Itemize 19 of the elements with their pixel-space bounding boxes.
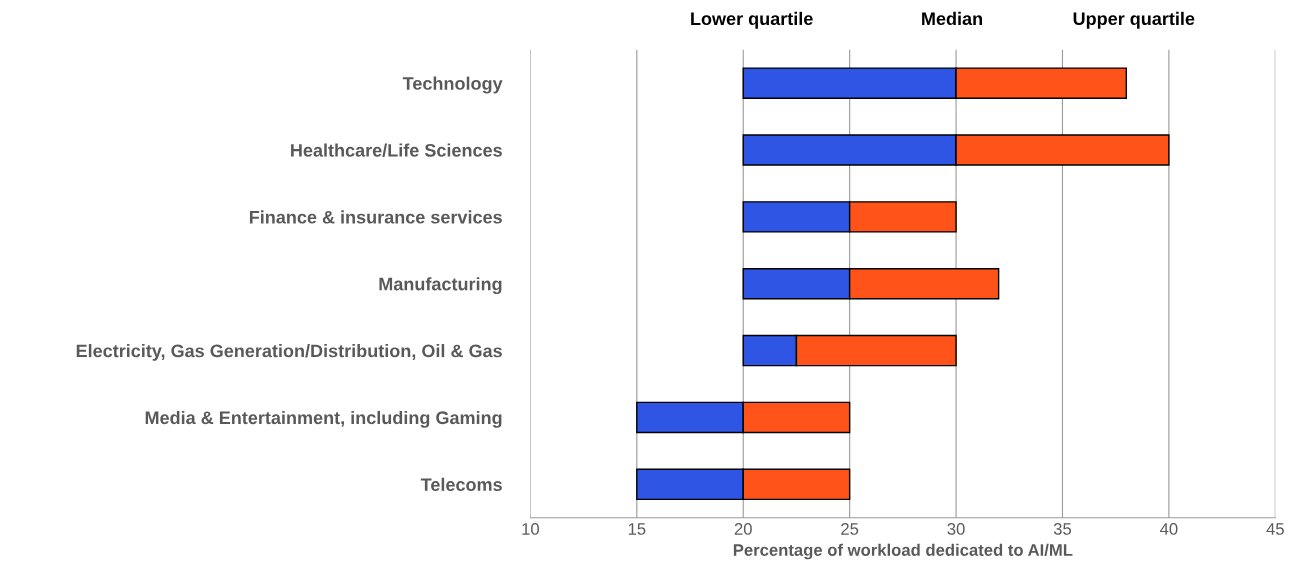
x-tick-label: 10 xyxy=(522,523,540,535)
x-tick-label: 40 xyxy=(1160,523,1178,535)
text: Lower quartile xyxy=(691,11,813,29)
text: Median xyxy=(922,11,982,26)
y-tick-label: Electricity, Gas Generation/Distribution, Oil & Gas xyxy=(76,344,502,361)
text: Upper quartile xyxy=(1073,11,1195,29)
x-tick-label: 20 xyxy=(734,523,752,535)
y-tick-label: Media & Entertainment, including Gaming xyxy=(145,410,502,428)
x-tick-label: 25 xyxy=(841,523,859,535)
y-tick-label: Telecoms xyxy=(420,477,502,492)
x-tick-label: 35 xyxy=(1053,523,1072,535)
x-tick-label: 15 xyxy=(628,523,646,535)
x-tick-label: 30 xyxy=(947,523,965,535)
x-tick-label: 45 xyxy=(1266,523,1284,535)
x-axis-title: Percentage of workload dedicated to AI/ML xyxy=(733,543,1073,560)
y-tick-label: Finance & insurance services xyxy=(249,210,502,224)
y-tick-label: Healthcare/Life Sciences xyxy=(291,143,502,157)
y-tick-label: Technology xyxy=(402,76,503,94)
y-tick-label: Manufacturing xyxy=(379,277,502,295)
